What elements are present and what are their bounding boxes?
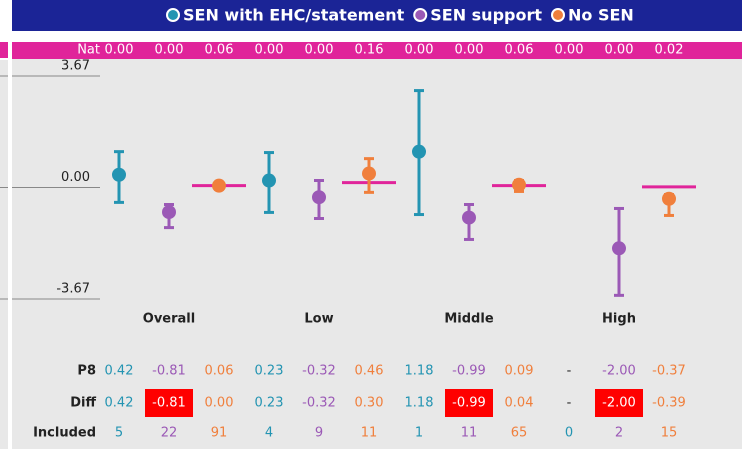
point xyxy=(462,210,476,225)
gap xyxy=(12,31,742,42)
diff-value: -2.00 xyxy=(602,396,636,411)
legend-label: SEN support xyxy=(430,6,542,25)
point xyxy=(512,177,526,192)
included-value: 22 xyxy=(161,426,178,441)
p8-value: 0.46 xyxy=(355,364,384,379)
p8-value: 0.42 xyxy=(105,364,134,379)
included-value: 15 xyxy=(661,426,678,441)
nat-value: 0.00 xyxy=(155,43,184,58)
included-value: 65 xyxy=(511,426,528,441)
diff-value: 0.04 xyxy=(505,396,534,411)
p8-value: 1.18 xyxy=(405,364,434,379)
legend-swatch xyxy=(166,8,180,22)
group-label: Low xyxy=(304,312,333,327)
point xyxy=(412,144,426,159)
row-label: Diff xyxy=(70,396,96,411)
row-label: P8 xyxy=(77,364,96,379)
p8-value: 0.06 xyxy=(205,364,234,379)
included-value: 91 xyxy=(211,426,228,441)
nat-value: 0.00 xyxy=(605,43,634,58)
point xyxy=(612,241,626,256)
panel xyxy=(12,0,742,449)
nat-value: 0.00 xyxy=(555,43,584,58)
significant-cell xyxy=(445,389,493,417)
p8-value: -2.00 xyxy=(602,364,636,379)
group-label: High xyxy=(602,312,636,327)
diff-value: -0.81 xyxy=(152,396,186,411)
y-tick-label: 0.00 xyxy=(61,170,90,185)
included-value: 2 xyxy=(615,426,623,441)
nat-value: 0.06 xyxy=(205,43,234,58)
side-panel xyxy=(0,60,8,449)
point xyxy=(212,178,226,193)
nat-value: 0.00 xyxy=(455,43,484,58)
diff-value: 0.30 xyxy=(355,396,384,411)
included-value: 4 xyxy=(265,426,273,441)
diff-value: 0.23 xyxy=(255,396,284,411)
legend-label: No SEN xyxy=(568,6,634,25)
point xyxy=(112,167,126,182)
point xyxy=(162,205,176,220)
p8-value: -0.99 xyxy=(452,364,486,379)
point xyxy=(312,190,326,205)
group-label: Middle xyxy=(444,312,493,327)
included-value: 5 xyxy=(115,426,123,441)
p8-value: -0.32 xyxy=(302,364,336,379)
p8-value: 0.09 xyxy=(505,364,534,379)
p8-value: - xyxy=(567,364,572,379)
diff-value: 0.42 xyxy=(105,396,134,411)
nat-label: Nat xyxy=(77,43,100,58)
legend-label: SEN with EHC/statement xyxy=(183,6,405,25)
p8-value: -0.81 xyxy=(152,364,186,379)
row-label: Included xyxy=(33,426,96,441)
nat-value: 0.00 xyxy=(105,43,134,58)
nat-value: 0.16 xyxy=(355,43,384,58)
nat-value: 0.00 xyxy=(305,43,334,58)
legend-swatch xyxy=(551,8,565,22)
included-value: 11 xyxy=(361,426,378,441)
included-value: 11 xyxy=(461,426,478,441)
point xyxy=(362,166,376,181)
nat-value: 0.02 xyxy=(655,43,684,58)
y-tick-label: -3.67 xyxy=(56,282,90,297)
group-label: Overall xyxy=(143,312,195,327)
side-strip xyxy=(0,42,8,58)
p8-value: -0.37 xyxy=(652,364,686,379)
nat-value: 0.00 xyxy=(405,43,434,58)
diff-value: -0.39 xyxy=(652,396,686,411)
significant-cell xyxy=(595,389,643,417)
legend-swatch xyxy=(413,8,428,22)
nat-value: 0.00 xyxy=(255,43,284,58)
diff-value: -0.32 xyxy=(302,396,336,411)
p8-value: 0.23 xyxy=(255,364,284,379)
nat-strip xyxy=(12,42,742,59)
point xyxy=(262,173,276,188)
diff-value: 0.00 xyxy=(205,396,234,411)
included-value: 9 xyxy=(315,426,323,441)
header xyxy=(12,0,742,31)
point xyxy=(662,191,676,206)
diff-value: 1.18 xyxy=(405,396,434,411)
y-tick-label: 3.67 xyxy=(61,59,90,74)
included-value: 0 xyxy=(565,426,573,441)
nat-value: 0.06 xyxy=(505,43,534,58)
included-value: 1 xyxy=(415,426,423,441)
diff-value: - xyxy=(567,396,572,411)
significant-cell xyxy=(145,389,193,417)
diff-value: -0.99 xyxy=(452,396,486,411)
